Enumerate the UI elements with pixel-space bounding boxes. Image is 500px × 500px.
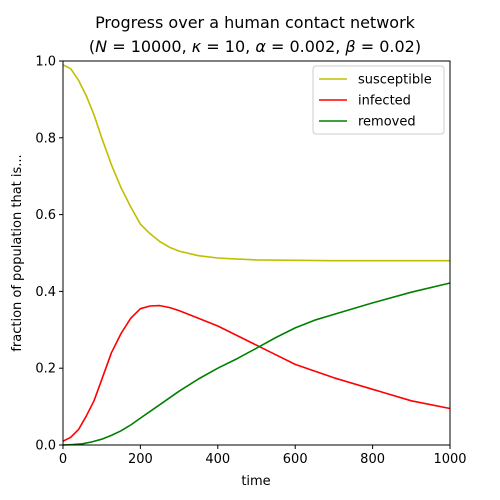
axes-frame: [62, 60, 451, 446]
y-tick-label: 0.6: [35, 208, 56, 223]
x-axis-ticks: 0 200 400 600 800 1000: [59, 445, 467, 467]
series-line-removed: [62, 282, 451, 446]
x-axis-label: time: [241, 474, 270, 489]
x-tick-label: 400: [205, 452, 230, 467]
legend-box: [312, 65, 445, 135]
y-tick-label: 0.0: [35, 439, 56, 454]
y-axis-label: fraction of population that is...: [10, 154, 25, 351]
legend: susceptible infected removed: [312, 65, 445, 135]
x-tick-label: 0: [59, 452, 67, 467]
y-tick-label: 1.0: [35, 55, 56, 70]
plot-area-frame: [62, 60, 451, 446]
legend-label-removed: removed: [358, 115, 416, 130]
x-tick-label: 600: [283, 452, 308, 467]
x-tick-label: 1000: [433, 452, 466, 467]
y-tick-label: 0.4: [35, 285, 56, 300]
x-tick-label: 200: [128, 452, 153, 467]
x-tick-label: 800: [360, 452, 385, 467]
y-axis-ticks: 0.0 0.2 0.4 0.6 0.8 1.0: [35, 55, 63, 454]
y-tick-label: 0.2: [35, 362, 56, 377]
series-line-susceptible: [62, 64, 450, 262]
chart-title: Progress over a human contact network: [95, 13, 416, 32]
series-line-infected: [62, 304, 451, 442]
legend-label-infected: infected: [358, 94, 411, 109]
y-tick-label: 0.8: [35, 131, 56, 146]
legend-label-susceptible: susceptible: [358, 73, 432, 88]
chart-subtitle: (N = 10000, κ = 10, α = 0.002, β = 0.02): [89, 37, 421, 56]
plot-lines: [62, 64, 451, 446]
